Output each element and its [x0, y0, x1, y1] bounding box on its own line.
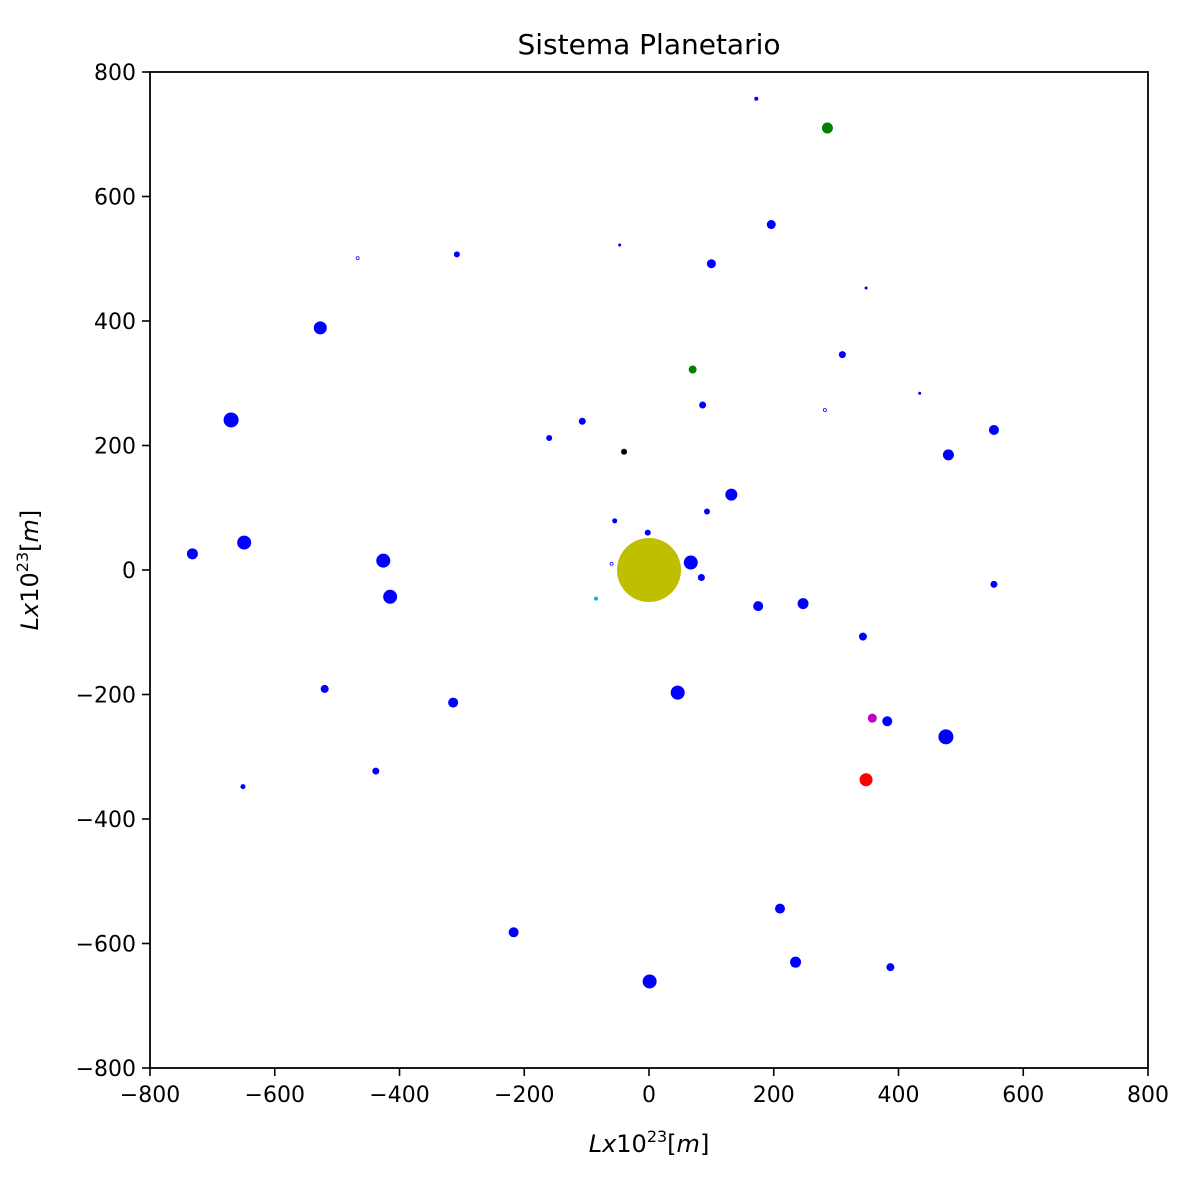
scatter-point: [448, 697, 459, 708]
scatter-point: [859, 773, 873, 787]
scatter-point: [688, 365, 697, 374]
yl-unit-close: ]: [16, 510, 44, 519]
scatter-point: [774, 903, 785, 914]
scatter-point: [822, 408, 827, 412]
scatter-point: [186, 548, 198, 560]
y-tick-label: 600: [94, 186, 136, 211]
x-axis-label-exponent: 23: [647, 1127, 667, 1146]
y-tick-label: 800: [94, 61, 136, 86]
scatter-point: [882, 716, 893, 727]
scatter-point: [355, 256, 360, 261]
y-axis-label-unit: [m]: [16, 510, 44, 552]
scatter-point: [642, 974, 657, 989]
scatter-point: [383, 589, 398, 604]
scatter-point: [838, 351, 846, 359]
scatter-point: [821, 122, 833, 134]
xl-unit-symbol: m: [677, 1130, 700, 1158]
y-tick-label: −800: [76, 1057, 136, 1082]
y-tick-label: 0: [122, 559, 136, 584]
scatter-point: [990, 580, 998, 588]
scatter-point: [670, 685, 685, 700]
scatter-point: [938, 729, 954, 745]
data-points: [186, 96, 999, 989]
scatter-point: [725, 488, 738, 501]
y-axis-label: Lx1023[m]: [13, 510, 44, 631]
plot-frame: [149, 71, 1149, 1069]
x-tick-label: −400: [369, 1083, 429, 1108]
y-axis-label-l: L: [16, 617, 44, 630]
scatter-point: [697, 573, 705, 581]
scatter-point: [372, 767, 380, 775]
x-axis-label-unit: [m]: [667, 1130, 709, 1158]
scatter-point: [766, 220, 776, 230]
y-axis-label-base: 10: [16, 572, 44, 603]
scatter-point: [867, 713, 877, 723]
x-tick-label: −200: [494, 1083, 554, 1108]
scatter-point: [223, 412, 239, 428]
xl-unit-close: ]: [700, 1130, 709, 1158]
y-tick-label: 200: [94, 435, 136, 460]
scatter-point: [699, 401, 707, 409]
yl-unit-symbol: m: [16, 519, 44, 542]
x-tick-label: 400: [878, 1083, 920, 1108]
x-tick-label: −600: [245, 1083, 305, 1108]
scatter-point: [706, 259, 716, 269]
scatter-point: [320, 684, 329, 693]
scatter-point: [376, 553, 391, 568]
y-tick-label: −200: [76, 684, 136, 709]
yl-unit-open: [: [16, 542, 44, 551]
y-tick-label: 400: [94, 310, 136, 335]
scatter-point: [612, 518, 618, 524]
x-tick-label: 600: [1002, 1083, 1044, 1108]
scatter-point: [918, 391, 922, 395]
scatter-point: [313, 321, 327, 335]
scatter-point: [790, 956, 802, 968]
scatter-point: [704, 508, 711, 515]
scatter-point: [754, 96, 759, 101]
scatter-point: [683, 555, 698, 570]
y-axis-label-x: x: [16, 602, 44, 618]
x-tick-label: 0: [642, 1083, 656, 1108]
x-tick-label: 800: [1127, 1083, 1169, 1108]
scatter-point: [753, 601, 764, 612]
x-tick-label: −800: [120, 1083, 180, 1108]
x-axis-label-base: 10: [616, 1130, 647, 1158]
scatter-point: [593, 596, 598, 601]
chart-title: Sistema Planetario: [517, 28, 780, 61]
scatter-point: [886, 963, 895, 972]
x-axis-label-x: x: [601, 1130, 617, 1158]
y-axis-label-group: Lx1023[m]: [13, 510, 44, 631]
scatter-point: [864, 286, 868, 290]
scatter-point: [453, 251, 460, 258]
scatter-point: [240, 784, 246, 790]
scatter-point: [618, 243, 622, 247]
y-tick-label: −400: [76, 808, 136, 833]
scatter-point: [621, 448, 628, 455]
scatter-point: [858, 632, 867, 641]
axis-ticks: −800 −600 −400 −200 0 200 400 600 800 −800 −600 −40…: [76, 61, 1169, 1108]
scatter-point: [508, 927, 519, 938]
x-axis-label-l: L: [589, 1130, 602, 1158]
scatter-point: [988, 424, 999, 435]
x-tick-label: 200: [753, 1083, 795, 1108]
x-axis-label: Lx1023[m]: [589, 1127, 710, 1158]
xl-unit-open: [: [667, 1130, 676, 1158]
y-axis-label-exponent: 23: [13, 552, 32, 572]
scatter-point: [237, 535, 252, 550]
y-tick-label: −600: [76, 933, 136, 958]
scatter-point: [942, 449, 954, 461]
scatter-point: [578, 417, 586, 425]
scatter-point: [644, 529, 651, 536]
scatter-point: [797, 598, 809, 610]
scatter-point: [609, 561, 614, 566]
scatter-point: [546, 435, 553, 442]
scatter-point: [617, 538, 681, 602]
